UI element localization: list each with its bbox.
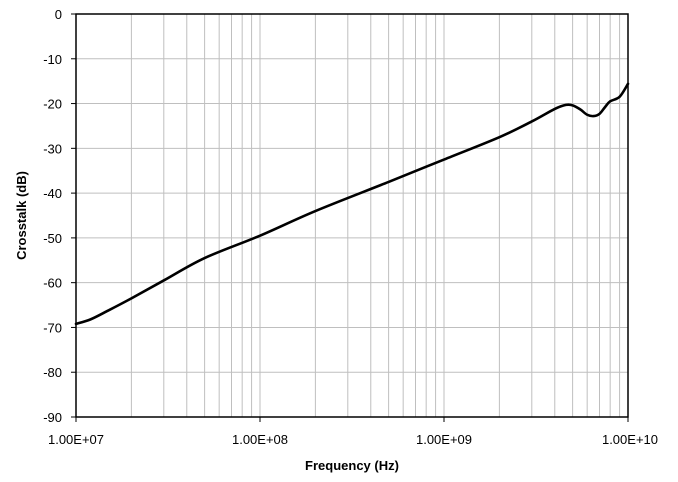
y-axis-title: Crosstalk (dB) bbox=[14, 171, 29, 260]
y-axis-ticks: 0 -10 -20 -30 -40 -50 -60 -70 -80 -90 bbox=[43, 7, 76, 425]
crosstalk-series-line bbox=[74, 82, 630, 326]
major-gridlines bbox=[75, 13, 629, 418]
y-tick-label: -30 bbox=[43, 141, 62, 156]
y-tick-label: -80 bbox=[43, 365, 62, 380]
x-tick-label: 1.00E+08 bbox=[232, 432, 288, 447]
y-tick-label: 0 bbox=[55, 7, 62, 22]
y-tick-label: -10 bbox=[43, 52, 62, 67]
plot-area-frame bbox=[75, 13, 629, 418]
y-tick-label: -50 bbox=[43, 231, 62, 246]
x-tick-label: 1.00E+10 bbox=[602, 432, 658, 447]
y-tick-label: -60 bbox=[43, 276, 62, 291]
y-tick-label: -20 bbox=[43, 97, 62, 112]
x-tick-label: 1.00E+09 bbox=[416, 432, 472, 447]
y-tick-label: -90 bbox=[43, 410, 62, 425]
x-axis-ticks: 1.00E+07 1.00E+08 1.00E+09 1.00E+10 bbox=[48, 417, 658, 447]
x-tick-label: 1.00E+07 bbox=[48, 432, 104, 447]
minor-gridlines bbox=[130, 14, 621, 417]
y-tick-label: -70 bbox=[43, 320, 62, 335]
y-tick-label: -40 bbox=[43, 186, 62, 201]
x-axis-title: Frequency (Hz) bbox=[305, 458, 399, 473]
series-layer bbox=[74, 82, 630, 326]
